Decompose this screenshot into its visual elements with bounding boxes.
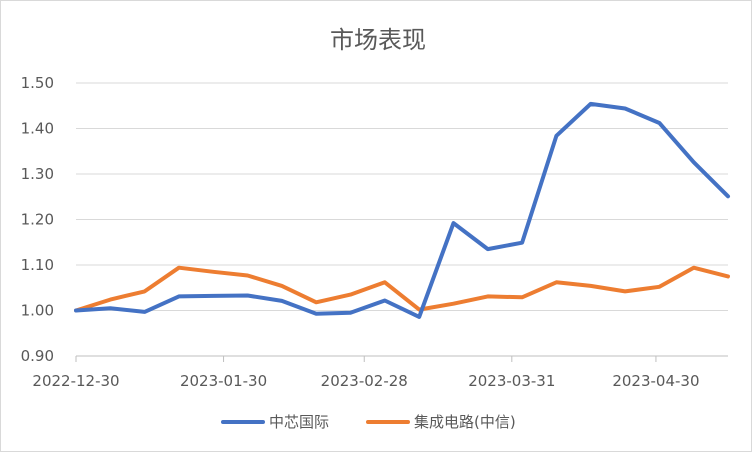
legend-label: 集成电路(中信) <box>414 413 516 431</box>
x-tick-label: 2022-12-30 <box>32 372 119 390</box>
series-line-1 <box>74 265 730 313</box>
series-group <box>74 101 730 319</box>
y-tick-label: 0.90 <box>21 347 54 365</box>
x-tick-label: 2023-02-28 <box>321 372 408 390</box>
legend: 中芯国际 集成电路(中信) <box>221 413 516 431</box>
y-tick-label: 1.00 <box>21 302 54 320</box>
y-tick-label: 1.20 <box>21 211 54 229</box>
y-tick-label: 1.40 <box>21 120 54 138</box>
y-tick-label: 1.10 <box>21 256 54 274</box>
x-tick-label: 2023-03-31 <box>468 372 555 390</box>
x-axis: 2022-12-30 2023-01-30 2023-02-28 2023-03-31… <box>32 355 728 390</box>
chart-title: 市场表现 <box>330 26 426 54</box>
series-line-0 <box>74 101 730 319</box>
y-axis-ticks: 0.90 1.00 1.10 1.20 1.30 1.40 1.50 <box>21 74 54 365</box>
gridlines <box>76 82 728 311</box>
y-tick-label: 1.50 <box>21 74 54 92</box>
legend-label: 中芯国际 <box>269 413 329 431</box>
y-tick-label: 1.30 <box>21 165 54 183</box>
x-tick-label: 2023-01-30 <box>180 372 267 390</box>
x-tick-label: 2023-04-30 <box>612 372 699 390</box>
